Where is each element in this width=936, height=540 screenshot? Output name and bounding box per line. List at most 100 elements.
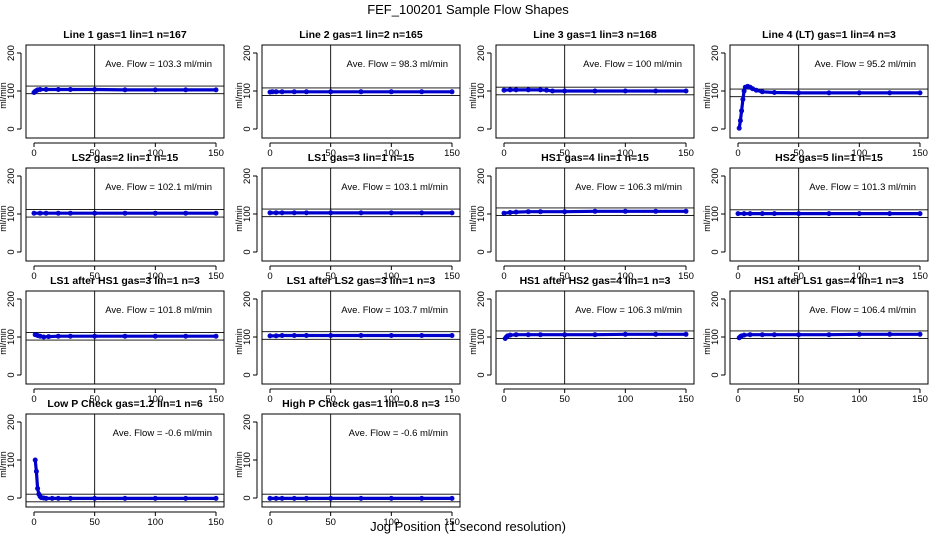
panel-2: Line 2 gas=1 lin=2 n=165 0 50 100 150 0 100 200… [234,29,461,159]
plot-frame [729,290,929,385]
x-tick-label: 50 [325,271,336,282]
data-point [38,495,44,501]
data-point [507,332,513,338]
y-tick-label: 0 [242,249,253,254]
panel-title: Low P Check gas=1.2 lin=1 n=6 [47,398,202,410]
data-point [737,118,743,124]
y-tick-label: 200 [242,168,253,184]
data-point [419,210,425,216]
plot-frame [495,44,695,139]
data-point [213,333,219,339]
x-tick-label: 50 [793,271,804,282]
y-tick-label: 100 [242,206,253,222]
y-axis-label: ml/min [468,205,478,232]
data-point [41,334,47,340]
data-series-line [503,332,688,341]
y-tick-label: 200 [6,291,17,307]
y-tick-label: 0 [476,372,487,377]
data-point [759,89,765,95]
panel-title: Line 3 gas=1 lin=3 n=168 [533,29,657,41]
figure-title: FEF_100201 Sample Flow Shapes [367,2,569,17]
panel-9: LS1 after HS1 gas=3 lin=1 n=3 0 50 100 150 0 1… [0,275,225,405]
x-tick-label: 100 [617,394,633,405]
x-tick-label: 50 [89,271,100,282]
data-point [273,210,279,216]
x-tick-label: 150 [912,394,928,405]
data-point [525,332,531,338]
plot-frame [25,167,225,262]
data-point [917,331,923,337]
y-axis-label: ml/min [234,82,244,109]
data-point [279,89,285,95]
data-point [32,457,38,463]
data-point [291,495,297,501]
average-flow-annotation: Ave. Flow = 101.3 ml/min [809,182,916,193]
data-point [328,333,334,338]
data-point [544,87,549,93]
panel-5: LS2 gas=2 lin=1 n=15 0 50 100 150 0 100 200 ml/m… [0,152,225,282]
data-point [771,332,777,338]
data-point [826,211,832,217]
average-flow-annotation: Ave. Flow = 106.3 ml/min [575,182,682,193]
y-axis-label: ml/min [0,205,8,232]
data-point [826,332,832,338]
data-point [622,331,628,337]
y-tick-label: 100 [710,206,721,222]
data-point [449,89,455,95]
data-point [92,495,98,501]
x-tick-label: 100 [617,148,633,159]
data-point [917,90,923,96]
data-point [267,333,273,339]
y-tick-label: 0 [242,495,253,500]
data-series-line [502,88,688,93]
data-point [291,333,297,338]
y-tick-label: 100 [476,83,487,99]
data-point [887,90,893,96]
data-point [122,210,128,216]
panel-title: Line 1 gas=1 lin=1 n=167 [63,29,187,41]
x-tick-label: 50 [89,394,100,405]
data-point [739,333,745,339]
data-point [267,495,273,501]
data-point [92,210,98,216]
data-point [419,333,425,338]
x-tick-label: 0 [735,271,740,282]
data-point [152,210,158,216]
panel-title: LS1 gas=3 lin=1 n=15 [308,152,415,164]
panel-title: HS1 gas=4 lin=1 n=15 [541,152,649,164]
x-tick-label: 50 [89,517,100,528]
y-tick-label: 0 [6,372,17,377]
data-point [49,495,55,501]
data-point [759,211,765,217]
x-tick-label: 50 [325,394,336,405]
data-point [32,332,38,338]
x-tick-label: 0 [735,148,740,159]
y-tick-label: 100 [242,452,253,468]
panel-title: Line 2 gas=1 lin=2 n=165 [299,29,423,41]
x-tick-label: 150 [208,148,224,159]
data-point [67,210,73,216]
x-tick-label: 0 [31,148,36,159]
y-axis-label: ml/min [702,82,712,109]
data-point [43,87,49,92]
data-point [122,333,128,339]
x-tick-label: 100 [851,148,867,159]
y-tick-label: 0 [476,249,487,254]
y-tick-label: 100 [6,329,17,345]
data-point [303,495,309,501]
y-tick-label: 200 [6,168,17,184]
x-tick-label: 150 [208,394,224,405]
data-point [887,211,893,217]
data-point [328,89,334,95]
y-tick-label: 100 [6,452,17,468]
x-tick-label: 100 [147,517,163,528]
average-flow-annotation: Ave. Flow = 103.3 ml/min [105,59,212,70]
data-point [92,87,98,92]
panel-6: LS1 gas=3 lin=1 n=15 0 50 100 150 0 100 200 ml/m… [234,152,461,282]
y-tick-label: 200 [710,168,721,184]
y-axis-label: ml/min [0,82,8,109]
data-point [449,495,455,501]
panel-title: HS2 gas=5 lin=1 n=15 [775,152,883,164]
x-tick-label: 100 [147,148,163,159]
